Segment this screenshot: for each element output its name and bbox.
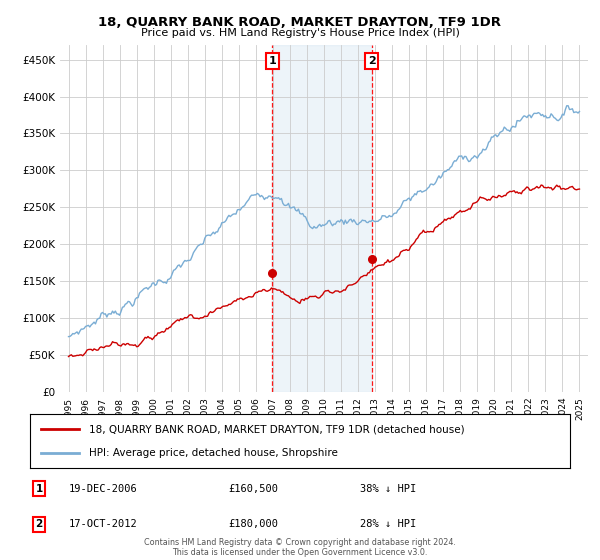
Text: Contains HM Land Registry data © Crown copyright and database right 2024.
This d: Contains HM Land Registry data © Crown c…: [144, 538, 456, 557]
Text: 28% ↓ HPI: 28% ↓ HPI: [360, 519, 416, 529]
Text: £160,500: £160,500: [228, 484, 278, 494]
Text: 18, QUARRY BANK ROAD, MARKET DRAYTON, TF9 1DR (detached house): 18, QUARRY BANK ROAD, MARKET DRAYTON, TF…: [89, 424, 465, 435]
Text: 2: 2: [35, 519, 43, 529]
Text: HPI: Average price, detached house, Shropshire: HPI: Average price, detached house, Shro…: [89, 447, 338, 458]
Text: 1: 1: [268, 56, 276, 66]
Text: 2: 2: [368, 56, 376, 66]
Text: 1: 1: [35, 484, 43, 494]
Text: 17-OCT-2012: 17-OCT-2012: [69, 519, 138, 529]
Text: 18, QUARRY BANK ROAD, MARKET DRAYTON, TF9 1DR: 18, QUARRY BANK ROAD, MARKET DRAYTON, TF…: [98, 16, 502, 29]
Text: £180,000: £180,000: [228, 519, 278, 529]
Text: 19-DEC-2006: 19-DEC-2006: [69, 484, 138, 494]
Text: Price paid vs. HM Land Registry's House Price Index (HPI): Price paid vs. HM Land Registry's House …: [140, 28, 460, 38]
Text: 38% ↓ HPI: 38% ↓ HPI: [360, 484, 416, 494]
Bar: [272, 45, 371, 392]
